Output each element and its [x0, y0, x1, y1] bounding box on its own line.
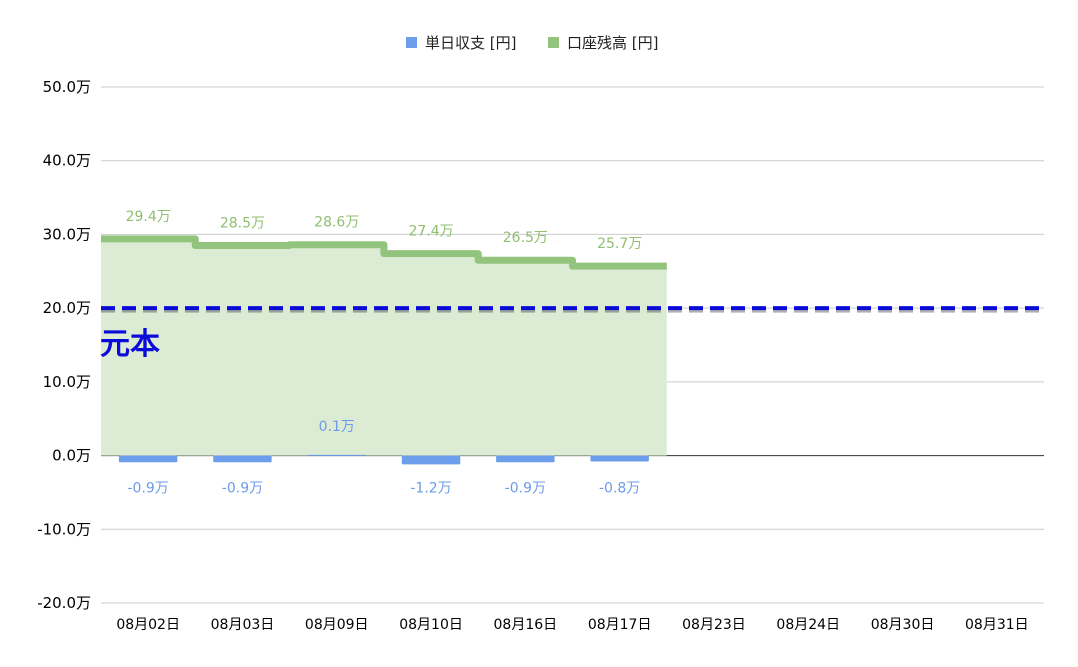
legend-swatch-balance: [548, 37, 559, 48]
x-tick-label: 08月16日: [494, 617, 558, 633]
y-tick-label: 30.0万: [43, 225, 91, 243]
data-labels: 29.4万 28.5万 28.6万 27.4万 26.5万 25.7万 -0.9万 -0.9万…: [126, 209, 643, 497]
data-label-balance: 27.4万: [408, 224, 453, 240]
legend: 単日収支 [円] 口座残高 [円]: [406, 34, 658, 52]
bar-daily: [496, 455, 555, 463]
legend-swatch-daily: [406, 37, 417, 48]
daily-bars: [118, 454, 649, 465]
x-tick-label: 08月31日: [965, 617, 1029, 633]
x-tick-label: 08月24日: [776, 617, 840, 633]
data-label-balance: 25.7万: [597, 236, 642, 252]
bar-daily: [118, 455, 178, 463]
y-tick-label: 0.0万: [52, 447, 91, 465]
data-label-daily: -0.8万: [599, 481, 640, 497]
y-axis: 50.0万 40.0万 30.0万 20.0万 10.0万 0.0万 -10.0万 -20.0…: [37, 78, 91, 612]
legend-label-daily: 単日収支 [円]: [425, 34, 516, 52]
data-label-balance: 29.4万: [126, 209, 171, 225]
balance-area-fill: [101, 238, 667, 456]
y-tick-label: 40.0万: [43, 152, 91, 170]
balance-step-line: [101, 235, 667, 270]
balance-area: [101, 238, 667, 456]
x-tick-label: 08月17日: [588, 617, 652, 633]
x-axis: 08月02日 08月03日 08月09日 08月10日 08月16日 08月17日 08月2…: [116, 617, 1028, 633]
data-label-balance: 28.6万: [314, 215, 359, 231]
y-tick-label: 20.0万: [43, 299, 91, 317]
data-label-daily: -1.2万: [410, 481, 451, 497]
bar-daily: [213, 455, 272, 463]
reference-line: 元本: [100, 306, 1044, 362]
data-label-daily: -0.9万: [127, 481, 168, 497]
data-label-daily: 0.1万: [319, 419, 355, 435]
x-tick-label: 08月03日: [211, 617, 275, 633]
y-tick-label: -10.0万: [37, 520, 91, 538]
data-label-balance: 28.5万: [220, 215, 265, 231]
data-label-daily: -0.9万: [505, 481, 546, 497]
y-tick-label: -20.0万: [37, 594, 91, 612]
x-tick-label: 08月10日: [399, 617, 463, 633]
x-tick-label: 08月09日: [305, 617, 369, 633]
bar-daily: [307, 454, 366, 456]
y-tick-label: 10.0万: [43, 373, 91, 391]
y-tick-label: 50.0万: [43, 78, 91, 96]
x-tick-label: 08月30日: [871, 617, 935, 633]
x-tick-label: 08月02日: [116, 617, 180, 633]
bar-daily: [401, 455, 461, 465]
reference-line-label: 元本: [100, 327, 160, 362]
legend-label-balance: 口座残高 [円]: [567, 34, 658, 52]
bar-daily: [590, 455, 649, 462]
data-label-daily: -0.9万: [222, 481, 263, 497]
x-tick-label: 08月23日: [682, 617, 746, 633]
balance-line: [101, 235, 667, 270]
data-label-balance: 26.5万: [503, 230, 548, 246]
